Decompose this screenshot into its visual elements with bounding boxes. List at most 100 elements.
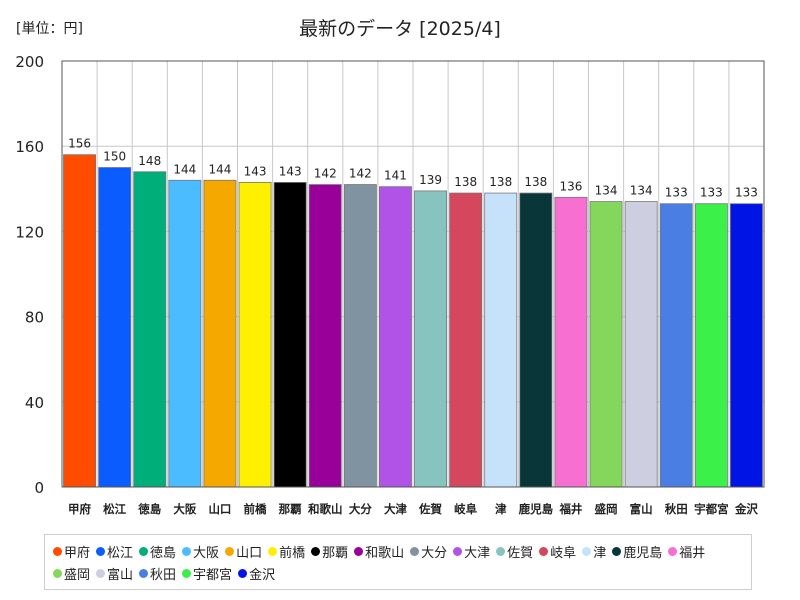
- legend-item: 大分: [410, 540, 447, 562]
- x-tick-label: 富山: [630, 502, 653, 516]
- value-label: 142: [349, 167, 372, 181]
- value-label: 134: [595, 184, 618, 198]
- x-tick-label: 徳島: [137, 502, 161, 516]
- legend-label: 津: [593, 545, 607, 561]
- y-tick-label: 0: [34, 479, 44, 497]
- value-label: 138: [489, 175, 512, 189]
- bar-大分: [343, 184, 377, 488]
- legend-label: 富山: [107, 567, 134, 583]
- legend-label: 那覇: [322, 545, 349, 561]
- legend-label: 松江: [107, 545, 134, 561]
- legend-item: 大津: [453, 540, 490, 562]
- bar-盛岡: [589, 201, 623, 488]
- value-label: 133: [700, 186, 723, 200]
- x-tick-label: 甲府: [68, 502, 91, 516]
- x-tick-label: 大津: [384, 502, 407, 516]
- value-label: 148: [138, 154, 161, 168]
- value-label: 142: [314, 167, 337, 181]
- legend-label: 金沢: [249, 567, 276, 583]
- value-label: 141: [384, 169, 407, 183]
- legend-item: 宇都宮: [182, 562, 232, 584]
- bar-岐阜: [449, 192, 483, 488]
- legend-label: 甲府: [64, 545, 91, 561]
- legend-marker: [453, 546, 463, 556]
- legend-label: 和歌山: [365, 545, 405, 561]
- bar-宇都宮: [694, 203, 728, 488]
- legend-marker: [410, 546, 420, 556]
- bar-秋田: [659, 203, 693, 488]
- legend-item: 金沢: [238, 562, 275, 584]
- legend-marker: [96, 546, 106, 556]
- legend-marker: [53, 546, 62, 556]
- bar-chart: 0 40 80 120 160 200 156 甲府 150 松江 148 徳島 144 大阪 144 山口 1…: [15, 53, 765, 516]
- value-label: 139: [419, 173, 442, 187]
- y-tick-label: 200: [15, 53, 44, 71]
- legend-item: 鹿児島: [612, 540, 662, 562]
- legend-marker: [238, 568, 248, 578]
- value-label: 144: [173, 162, 196, 176]
- legend-marker: [182, 546, 192, 556]
- legend-label: 鹿児島: [623, 545, 663, 561]
- x-tick-label: 鹿児島: [519, 502, 554, 516]
- bar-和歌山: [308, 184, 342, 488]
- legend-marker: [496, 546, 506, 556]
- legend-label: 大阪: [193, 545, 220, 561]
- y-tick-label: 160: [15, 138, 44, 156]
- legend-item: 和歌山: [354, 540, 404, 562]
- bar-山口: [203, 179, 237, 488]
- legend-item: 秋田: [139, 562, 176, 584]
- legend-label: 大分: [421, 545, 448, 561]
- legend-item: 盛岡: [53, 562, 90, 584]
- x-tick-label: 那覇: [279, 502, 302, 516]
- chart-title: 最新のデータ [2025/4]: [299, 18, 501, 40]
- legend-marker: [225, 546, 235, 556]
- legend-label: 前橋: [279, 545, 306, 561]
- value-label: 150: [103, 150, 126, 164]
- legend-label: 大津: [464, 545, 491, 561]
- x-tick-label: 福井: [558, 502, 582, 516]
- value-label: 136: [559, 179, 582, 193]
- x-tick-label: 金沢: [734, 502, 758, 516]
- legend-label: 宇都宮: [193, 567, 233, 583]
- value-label: 133: [735, 186, 758, 200]
- value-label: 143: [244, 164, 267, 178]
- chart-legend: 甲府 松江 徳島 大阪 山口 前橋 那覇 和歌山 大分 大津 佐賀 岐阜 津鹿児島 福井盛岡 富山 秋田 宇都宮…: [44, 534, 752, 590]
- bar-甲府: [63, 154, 96, 488]
- legend-marker: [354, 546, 364, 556]
- legend-marker: [268, 546, 278, 556]
- x-tick-label: 前橋: [244, 502, 267, 516]
- bar-鹿児島: [519, 192, 553, 488]
- x-tick-label: 宇都宮: [694, 502, 729, 516]
- legend-item: 那覇: [311, 540, 348, 562]
- x-tick-label: 盛岡: [595, 502, 618, 516]
- legend-marker: [139, 546, 149, 556]
- bar-徳島: [133, 171, 167, 488]
- legend-marker: [539, 546, 549, 556]
- legend-label: 山口: [236, 545, 263, 561]
- y-tick-label: 40: [25, 394, 44, 412]
- x-tick-label: 津: [495, 502, 507, 516]
- x-tick-label: 和歌山: [308, 502, 343, 516]
- x-tick-label: 大阪: [173, 502, 196, 516]
- y-tick-label: 80: [25, 309, 44, 327]
- x-tick-label: 岐阜: [454, 502, 477, 516]
- legend-label: 徳島: [150, 545, 177, 561]
- x-tick-label: 秋田: [665, 502, 688, 516]
- legend-item: 津: [582, 540, 606, 562]
- bar-大阪: [168, 179, 202, 488]
- legend-item: 甲府: [53, 540, 90, 562]
- bar-佐賀: [414, 190, 447, 488]
- legend-item: 松江: [96, 540, 133, 562]
- legend-item: 前橋: [268, 540, 305, 562]
- legend-item: 福井: [668, 540, 705, 562]
- legend-label: 佐賀: [507, 545, 534, 561]
- legend-marker: [668, 546, 678, 556]
- legend-item: 岐阜: [539, 540, 576, 562]
- legend-marker: [139, 568, 149, 578]
- legend-item: 佐賀: [496, 540, 533, 562]
- legend-label: 秋田: [150, 567, 177, 583]
- bar-金沢: [730, 203, 763, 488]
- bar-松江: [98, 167, 132, 488]
- value-label: 156: [68, 137, 91, 151]
- legend-item: 富山: [96, 562, 133, 584]
